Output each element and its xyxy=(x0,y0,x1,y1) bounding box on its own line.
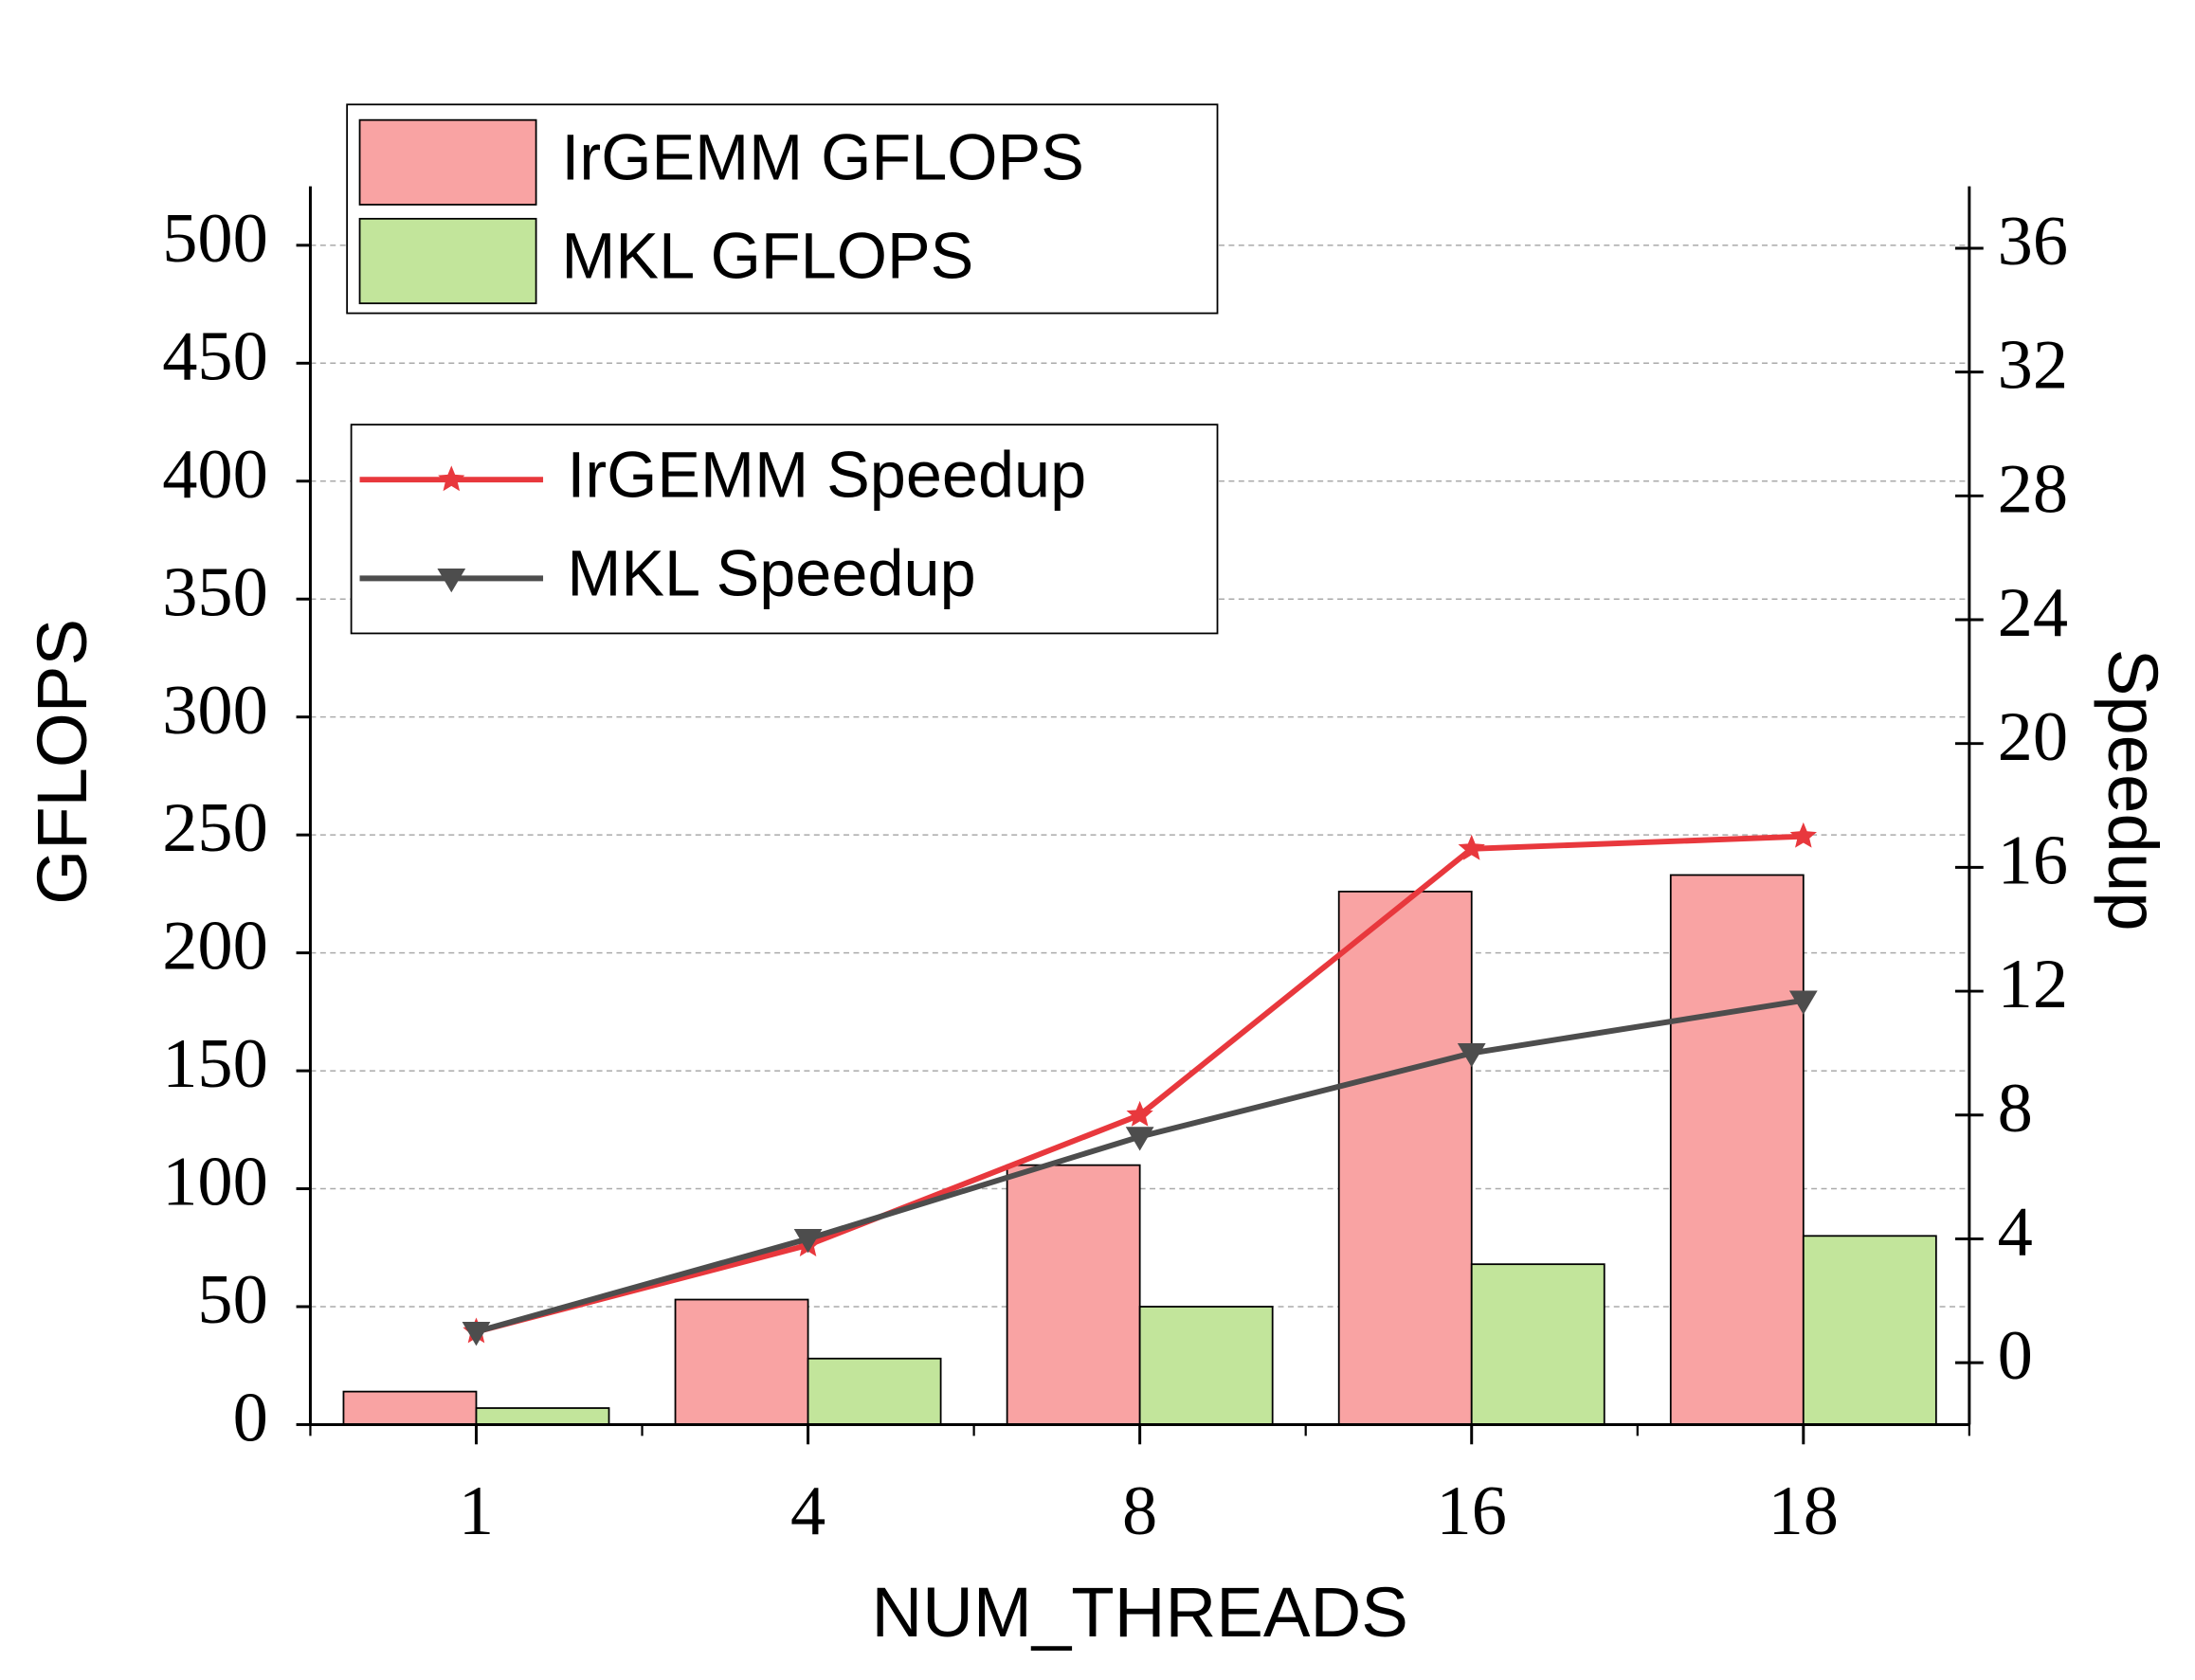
legend-marker xyxy=(437,568,466,593)
bar xyxy=(1470,1263,1605,1426)
y2-tick-label: 12 xyxy=(1998,946,2068,1023)
marker xyxy=(1126,1100,1153,1127)
y2-tick-label: 24 xyxy=(1998,574,2068,652)
legend-lines xyxy=(350,424,1219,635)
y2-tick-label: 28 xyxy=(1998,450,2068,528)
y-tick-label: 250 xyxy=(162,789,268,867)
y2-tick-label: 20 xyxy=(1998,698,2068,776)
marker xyxy=(1125,1127,1154,1151)
marker xyxy=(462,1322,491,1346)
x-tick-label: 16 xyxy=(1437,1472,1507,1550)
marker xyxy=(1789,822,1817,848)
legend-swatch xyxy=(358,217,537,305)
legend-marker xyxy=(438,465,465,492)
bar xyxy=(1138,1306,1274,1426)
y-tick-label: 450 xyxy=(162,317,268,395)
legend-label: IrGEMM Speedup xyxy=(567,438,1086,511)
legend: IrGEMM GFLOPS MKL GFLOPS IrGEMM Speedup MKL… xyxy=(358,118,1086,609)
y-tick-label: 0 xyxy=(233,1380,268,1457)
plot-area xyxy=(342,822,1937,1426)
bar xyxy=(1802,1235,1937,1426)
y2-axis-title: Speedup xyxy=(2094,649,2172,931)
bar xyxy=(475,1407,610,1426)
y-tick-label: 200 xyxy=(162,908,268,985)
legend-label: MKL Speedup xyxy=(567,536,975,609)
y-tick-label: 400 xyxy=(162,436,268,514)
y2-tick-label: 32 xyxy=(1998,327,2068,405)
x-tick-label: 18 xyxy=(1769,1472,1839,1550)
y2-tick-label: 8 xyxy=(1998,1070,2033,1147)
x-tick-label: 1 xyxy=(459,1472,494,1550)
marker xyxy=(1788,990,1818,1015)
legend-label: IrGEMM GFLOPS xyxy=(561,120,1083,193)
legend-swatch xyxy=(358,118,537,206)
y-tick-label: 50 xyxy=(197,1261,267,1339)
x-tick-label: 8 xyxy=(1122,1472,1157,1550)
y2-tick-label: 36 xyxy=(1998,203,2068,280)
y-tick-label: 150 xyxy=(162,1025,268,1103)
bar xyxy=(1337,890,1473,1426)
y-tick-label: 350 xyxy=(162,553,268,631)
x-axis-title: NUM_THREADS xyxy=(871,1573,1407,1652)
bar xyxy=(1669,874,1805,1426)
marker xyxy=(1457,1042,1486,1068)
marker xyxy=(1458,834,1485,860)
y-axis-title: GFLOPS xyxy=(23,619,101,905)
bar xyxy=(1006,1164,1141,1426)
legend-label: MKL GFLOPS xyxy=(561,220,973,293)
y-tick-label: 100 xyxy=(162,1144,268,1221)
bar xyxy=(342,1390,478,1426)
y-tick-label: 300 xyxy=(162,672,268,750)
y2-tick-label: 4 xyxy=(1998,1194,2033,1272)
y2-tick-label: 0 xyxy=(1998,1317,2033,1395)
y-tick-label: 500 xyxy=(162,200,268,278)
bar xyxy=(674,1298,809,1426)
bar xyxy=(807,1357,942,1426)
x-tick-label: 4 xyxy=(790,1472,825,1550)
marker xyxy=(793,1229,823,1254)
y2-tick-label: 16 xyxy=(1998,822,2068,899)
